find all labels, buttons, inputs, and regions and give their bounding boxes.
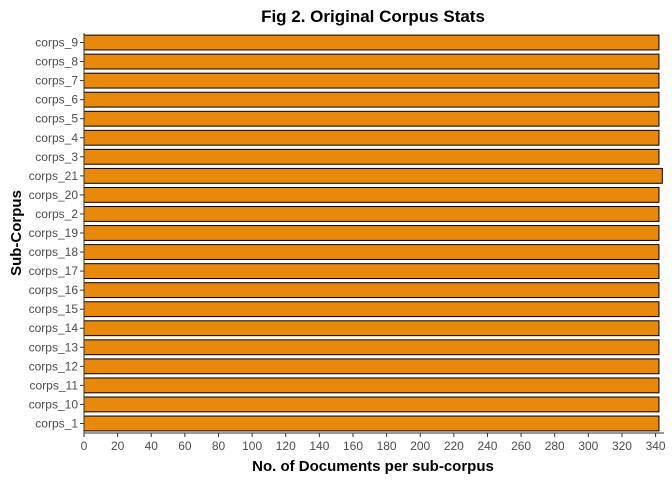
x-tick-label: 240 (477, 439, 497, 453)
y-tick-label: corps_13 (29, 340, 79, 354)
x-tick-label: 200 (410, 439, 430, 453)
x-tick-label: 80 (212, 439, 226, 453)
x-tick-label: 340 (646, 439, 666, 453)
y-tick-label: corps_15 (29, 302, 79, 316)
bar-corps-11 (83, 377, 660, 394)
y-tick-label: corps_6 (35, 93, 78, 107)
plot-area (83, 34, 663, 432)
bar-corps-20 (83, 186, 660, 203)
bar-corps-3 (83, 148, 660, 165)
y-tick-label: corps_19 (29, 226, 79, 240)
y-tick-label: corps_9 (35, 36, 78, 50)
bar-corps-15 (83, 301, 660, 318)
x-axis-title: No. of Documents per sub-corpus (252, 458, 494, 475)
bar-corps-12 (83, 358, 660, 375)
y-tick-label: corps_17 (29, 264, 79, 278)
y-tick-label: corps_3 (35, 150, 78, 164)
bar-corps-13 (83, 339, 660, 356)
y-tick-label: corps_21 (29, 169, 79, 183)
x-tick-label: 40 (145, 439, 159, 453)
bar-corps-17 (83, 263, 660, 280)
y-tick-label: corps_1 (35, 416, 78, 430)
y-tick-label: corps_10 (29, 397, 79, 411)
bar-corps-2 (83, 206, 660, 222)
x-tick-label: 260 (511, 439, 531, 453)
x-tick-label: 140 (309, 439, 329, 453)
x-axis-ticks: 0 20 40 60 80 100 120 140 160 180 200 220 240 260 280 3… (81, 433, 666, 453)
x-tick-label: 160 (343, 439, 363, 453)
y-tick-label: corps_4 (35, 131, 78, 145)
y-tick-label: corps_8 (35, 55, 78, 69)
bar-corps-16 (83, 282, 660, 299)
y-tick-label: corps_20 (29, 188, 79, 202)
bar-corps-9 (83, 34, 660, 51)
y-tick-label: corps_2 (35, 207, 78, 221)
x-tick-label: 280 (545, 439, 565, 453)
x-tick-label: 300 (578, 439, 598, 453)
bar-corps-5 (83, 110, 660, 127)
x-tick-label: 60 (178, 439, 192, 453)
bar-corps-6 (83, 91, 660, 108)
chart-title: Fig 2. Original Corpus Stats (261, 7, 485, 26)
bar-corps-18 (83, 244, 660, 260)
x-tick-label: 180 (377, 439, 397, 453)
bar-corps-1 (83, 415, 660, 432)
bar-corps-19 (83, 225, 660, 241)
x-tick-label: 20 (111, 439, 125, 453)
y-tick-label: corps_7 (35, 74, 78, 88)
y-tick-label: corps_16 (29, 283, 79, 297)
x-tick-label: 120 (276, 439, 296, 453)
y-axis-ticks: corps_1 corps_10 corps_11 corps_12 corps_13 c… (29, 36, 84, 430)
x-tick-label: 220 (444, 439, 464, 453)
bar-corps-8 (83, 53, 660, 70)
bar-corps-4 (83, 129, 660, 146)
y-tick-label: corps_18 (29, 245, 79, 259)
x-tick-label: 0 (81, 439, 88, 453)
y-tick-label: corps_12 (29, 359, 79, 373)
y-tick-label: corps_5 (35, 112, 78, 126)
x-tick-label: 100 (242, 439, 262, 453)
bar-corps-14 (83, 320, 660, 337)
y-tick-label: corps_11 (30, 378, 79, 392)
bar-corps-10 (83, 396, 660, 413)
y-axis-title: Sub-Corpus (8, 190, 25, 276)
y-tick-label: corps_14 (29, 321, 79, 335)
bar-corps-21 (83, 167, 663, 184)
x-tick-label: 320 (612, 439, 632, 453)
bar-corps-7 (83, 72, 660, 89)
